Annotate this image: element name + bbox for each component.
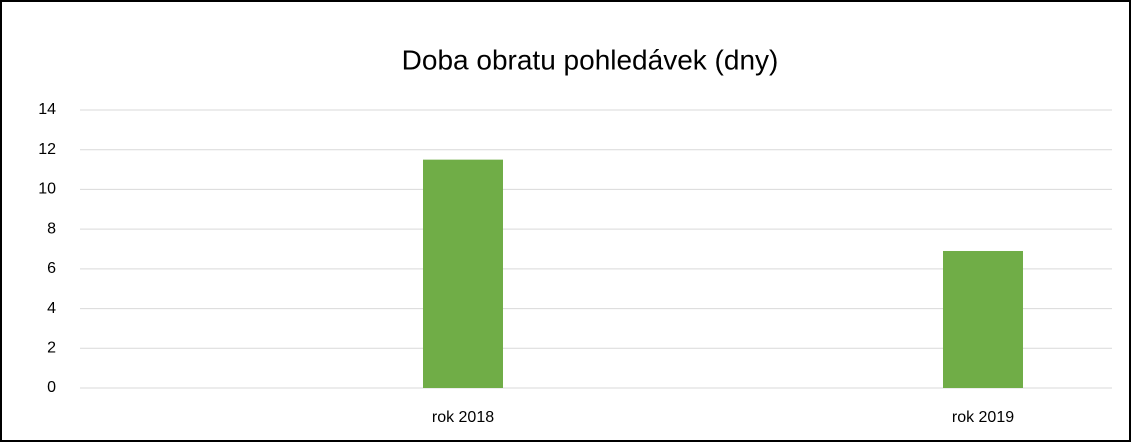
x-tick-label: rok 2019: [952, 409, 1014, 426]
y-tick-label: 8: [47, 220, 56, 237]
y-tick-label: 10: [38, 181, 56, 198]
y-tick-label: 14: [38, 101, 56, 118]
chart-title: Doba obratu pohledávek (dny): [402, 44, 779, 75]
bar: [423, 159, 503, 388]
x-tick-label: rok 2018: [432, 409, 494, 426]
y-tick-label: 4: [47, 300, 56, 317]
y-tick-label: 2: [47, 340, 56, 357]
y-tick-label: 6: [47, 260, 56, 277]
y-tick-label: 0: [47, 379, 56, 396]
bar: [943, 250, 1023, 388]
y-tick-label: 12: [38, 141, 56, 158]
